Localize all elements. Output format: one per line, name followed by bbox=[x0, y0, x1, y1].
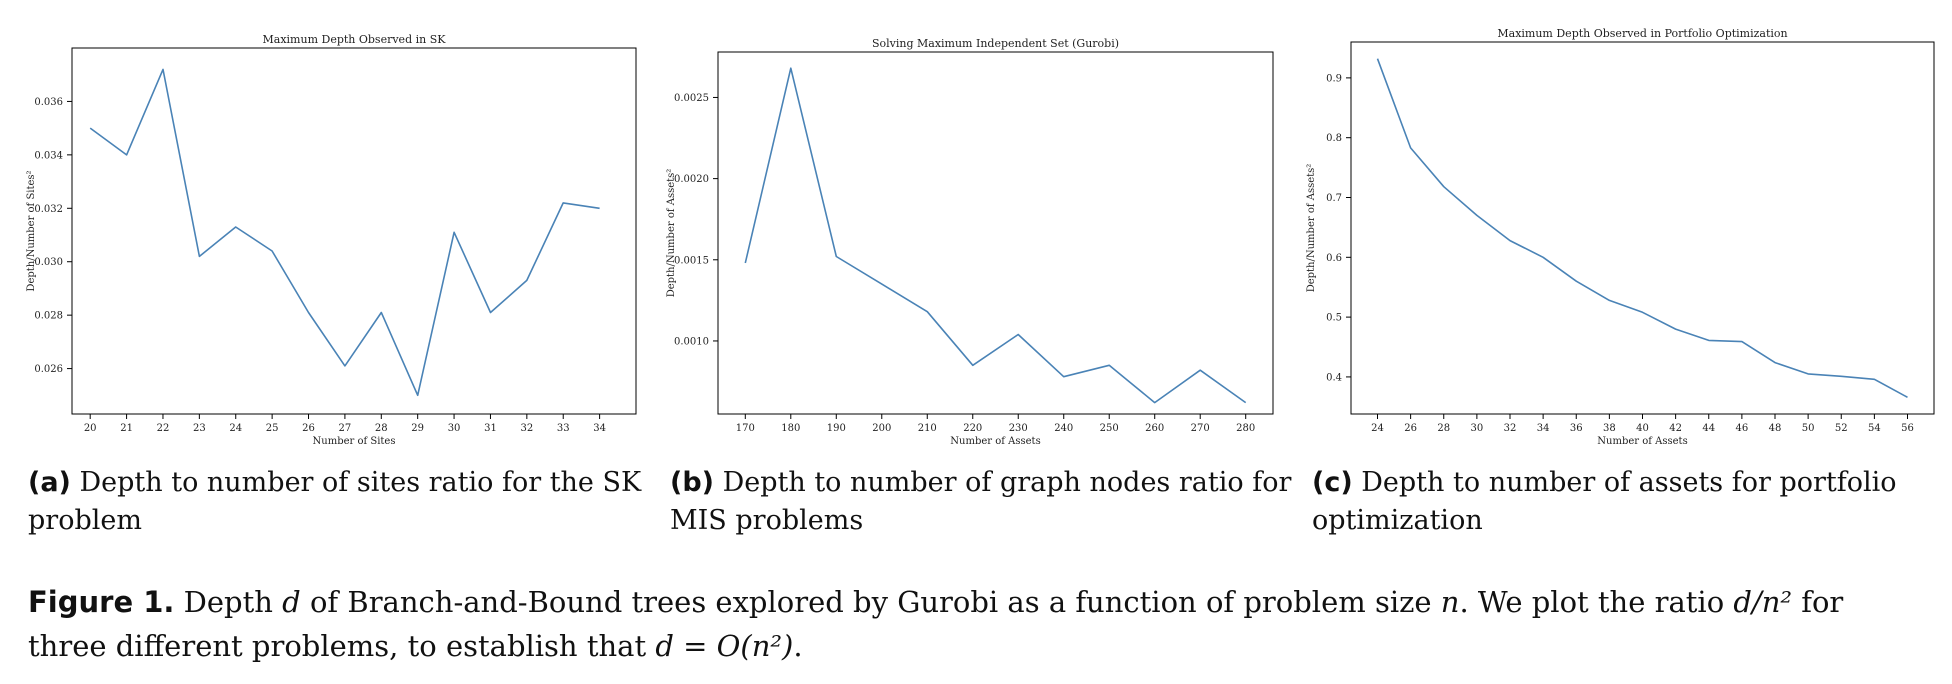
subcaption-c-text: Depth to number of assets for portfolio … bbox=[1312, 467, 1897, 536]
y-tick-label: 0.6 bbox=[1326, 253, 1342, 264]
y-axis-label: Depth/Number of Assets² bbox=[666, 169, 677, 298]
series-line bbox=[1376, 58, 1908, 399]
x-tick-label: 25 bbox=[266, 423, 279, 434]
x-tick-label: 20 bbox=[84, 423, 97, 434]
x-tick-label: 28 bbox=[1437, 423, 1450, 434]
caption-part5: . bbox=[793, 629, 803, 663]
x-tick-label: 32 bbox=[1504, 423, 1517, 434]
x-tick-label: 38 bbox=[1603, 423, 1616, 434]
x-tick-label: 48 bbox=[1769, 423, 1782, 434]
y-tick-label: 0.4 bbox=[1326, 372, 1342, 383]
chart-sk-depth: Maximum Depth Observed in SK 20 21 22 23 24 25… bbox=[26, 33, 637, 447]
x-tick-label: 24 bbox=[1371, 423, 1384, 434]
y-tick-label: 0.0010 bbox=[674, 336, 709, 347]
y-tick-label: 0.0015 bbox=[674, 255, 709, 266]
chart-title: Maximum Depth Observed in SK bbox=[263, 33, 447, 46]
caption-part3: . We plot the ratio bbox=[1459, 585, 1734, 619]
x-tick-label: 33 bbox=[557, 423, 570, 434]
x-tick-label: 270 bbox=[1191, 423, 1210, 434]
y-tick-label: 0.032 bbox=[34, 204, 63, 215]
x-tick-label: 210 bbox=[918, 423, 937, 434]
x-tick-label: 42 bbox=[1669, 423, 1682, 434]
y-tick-label: 0.028 bbox=[34, 311, 63, 322]
x-tick-label: 280 bbox=[1236, 423, 1255, 434]
x-tick-label: 27 bbox=[339, 423, 352, 434]
x-axis-label: Number of Assets bbox=[950, 436, 1040, 447]
x-tick-label: 30 bbox=[1471, 423, 1484, 434]
caption-math-d: d bbox=[282, 585, 301, 619]
x-tick-label: 46 bbox=[1736, 423, 1749, 434]
caption-part1: Depth bbox=[174, 585, 283, 619]
y-axis-label: Depth/Number of Sites² bbox=[26, 170, 37, 291]
subcaption-b: (b) Depth to number of graph nodes ratio… bbox=[670, 464, 1310, 540]
x-tick-label: 30 bbox=[448, 423, 461, 434]
x-axis-label: Number of Assets bbox=[1597, 436, 1687, 447]
subcaption-c: (c) Depth to number of assets for portfo… bbox=[1312, 464, 1952, 540]
y-tick-label: 0.034 bbox=[34, 150, 63, 161]
x-tick-label: 32 bbox=[520, 423, 533, 434]
x-tick-label: 260 bbox=[1145, 423, 1164, 434]
y-tick-label: 0.026 bbox=[34, 364, 63, 375]
y-tick-label: 0.9 bbox=[1326, 73, 1342, 84]
subcaption-c-label: (c) bbox=[1312, 467, 1353, 498]
y-tick-label: 0.5 bbox=[1326, 313, 1342, 324]
y-axis-label: Depth/Number of Assets² bbox=[1306, 164, 1317, 293]
x-tick-label: 34 bbox=[593, 423, 606, 434]
chart-mis-depth: Solving Maximum Independent Set (Gurobi)… bbox=[666, 37, 1274, 447]
subcaption-a-label: (a) bbox=[28, 467, 71, 498]
x-tick-label: 54 bbox=[1868, 423, 1881, 434]
y-tick-label: 0.030 bbox=[34, 257, 63, 268]
subcaption-a-text: Depth to number of sites ratio for the S… bbox=[28, 467, 642, 536]
x-tick-label: 200 bbox=[872, 423, 891, 434]
series-line bbox=[89, 68, 600, 397]
figure-caption: Figure 1. Depth d of Branch-and-Bound tr… bbox=[28, 580, 1928, 668]
chart-portfolio-depth: Maximum Depth Observed in Portfolio Opti… bbox=[1306, 27, 1935, 447]
subcaption-b-label: (b) bbox=[670, 467, 715, 498]
plot-area bbox=[71, 47, 637, 415]
y-tick-label: 0.7 bbox=[1326, 193, 1342, 204]
y-tick-label: 0.8 bbox=[1326, 133, 1342, 144]
x-tick-label: 29 bbox=[411, 423, 424, 434]
caption-part4: for three different problems, to establi… bbox=[28, 585, 1844, 663]
x-tick-label: 220 bbox=[963, 423, 982, 434]
x-tick-label: 22 bbox=[157, 423, 170, 434]
x-tick-label: 180 bbox=[781, 423, 800, 434]
caption-math-ratio: d/n² bbox=[1733, 585, 1793, 619]
series-line bbox=[744, 67, 1247, 404]
x-tick-label: 36 bbox=[1570, 423, 1583, 434]
y-tick-label: 0.036 bbox=[34, 97, 63, 108]
x-tick-label: 31 bbox=[484, 423, 497, 434]
x-tick-label: 23 bbox=[193, 423, 206, 434]
x-tick-label: 250 bbox=[1100, 423, 1119, 434]
x-tick-label: 44 bbox=[1702, 423, 1715, 434]
figure-label: Figure 1. bbox=[28, 585, 175, 619]
chart-title: Maximum Depth Observed in Portfolio Opti… bbox=[1497, 27, 1787, 40]
plot-area bbox=[717, 51, 1274, 415]
x-axis-label: Number of Sites bbox=[313, 436, 396, 447]
chart-title: Solving Maximum Independent Set (Gurobi) bbox=[872, 37, 1119, 50]
x-tick-label: 240 bbox=[1054, 423, 1073, 434]
x-tick-label: 21 bbox=[120, 423, 133, 434]
subcaption-b-text: Depth to number of graph nodes ratio for… bbox=[670, 467, 1292, 536]
y-tick-label: 0.0025 bbox=[674, 93, 709, 104]
x-tick-label: 28 bbox=[375, 423, 388, 434]
caption-part2: of Branch-and-Bound trees explored by Gu… bbox=[300, 585, 1441, 619]
caption-math-n: n bbox=[1440, 585, 1460, 619]
x-tick-label: 52 bbox=[1835, 423, 1848, 434]
x-tick-label: 50 bbox=[1802, 423, 1815, 434]
x-tick-label: 230 bbox=[1009, 423, 1028, 434]
x-tick-label: 26 bbox=[302, 423, 315, 434]
plot-area bbox=[1350, 41, 1935, 415]
x-tick-label: 170 bbox=[736, 423, 755, 434]
x-tick-label: 26 bbox=[1404, 423, 1417, 434]
x-tick-label: 40 bbox=[1636, 423, 1649, 434]
caption-math-bigo: d = O(n²) bbox=[655, 629, 794, 663]
x-tick-label: 24 bbox=[229, 423, 242, 434]
x-tick-label: 56 bbox=[1901, 423, 1914, 434]
subcaption-a: (a) Depth to number of sites ratio for t… bbox=[28, 464, 668, 540]
y-tick-label: 0.0020 bbox=[674, 174, 709, 185]
x-tick-label: 34 bbox=[1537, 423, 1550, 434]
x-tick-label: 190 bbox=[827, 423, 846, 434]
